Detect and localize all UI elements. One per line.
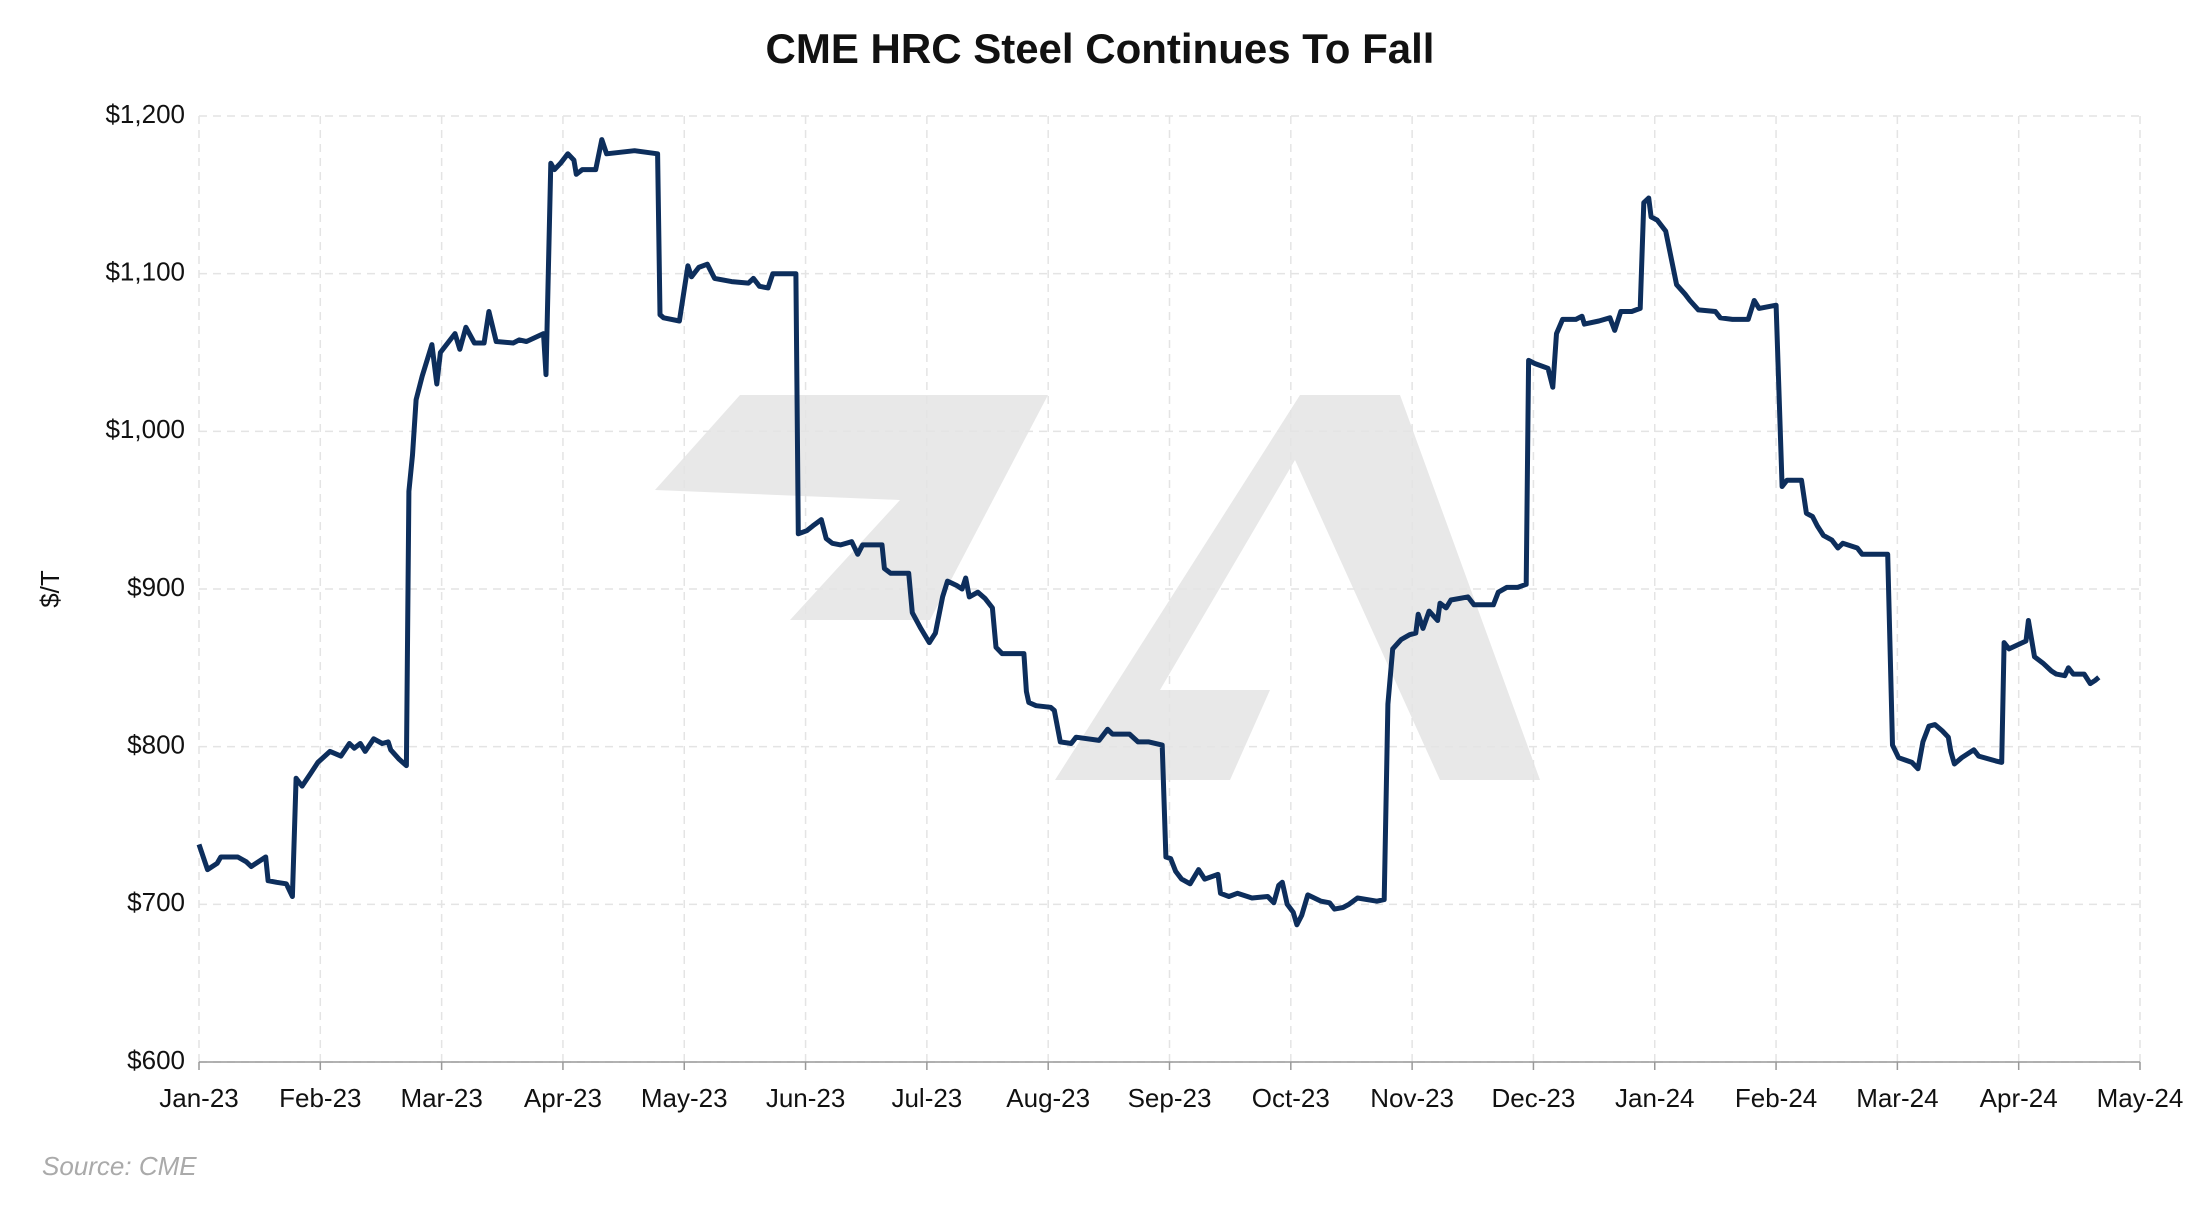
x-tick-label: Dec-23 xyxy=(1492,1083,1576,1113)
x-tick-label: Mar-23 xyxy=(400,1083,482,1113)
x-tick-label: Jan-23 xyxy=(159,1083,239,1113)
chart-title: CME HRC Steel Continues To Fall xyxy=(766,25,1435,72)
x-tick-label: Apr-24 xyxy=(1980,1083,2058,1113)
watermark xyxy=(655,395,1540,780)
x-tick-label: Mar-24 xyxy=(1856,1083,1938,1113)
y-tick-label: $800 xyxy=(127,730,185,760)
y-axis-label: $/T xyxy=(35,570,65,608)
y-tick-label: $1,100 xyxy=(105,257,185,287)
x-tick-label: Jan-24 xyxy=(1615,1083,1695,1113)
y-tick-label: $900 xyxy=(127,572,185,602)
y-tick-label: $1,200 xyxy=(105,99,185,129)
x-tick-label: Jul-23 xyxy=(891,1083,962,1113)
x-tick-label: Jun-23 xyxy=(766,1083,846,1113)
x-tick-label: May-23 xyxy=(641,1083,728,1113)
y-tick-label: $600 xyxy=(127,1045,185,1075)
y-tick-label: $1,000 xyxy=(105,414,185,444)
x-tick-label: May-24 xyxy=(2097,1083,2184,1113)
price-line xyxy=(196,137,2101,928)
x-tick-label: Nov-23 xyxy=(1370,1083,1454,1113)
source-note: Source: CME xyxy=(42,1151,197,1181)
x-tick-label: Apr-23 xyxy=(524,1083,602,1113)
x-tick-label: Oct-23 xyxy=(1252,1083,1330,1113)
y-tick-label: $700 xyxy=(127,887,185,917)
x-tick-label: Aug-23 xyxy=(1006,1083,1090,1113)
x-tick-label: Sep-23 xyxy=(1128,1083,1212,1113)
x-tick-label: Feb-24 xyxy=(1735,1083,1817,1113)
x-tick-label: Feb-23 xyxy=(279,1083,361,1113)
